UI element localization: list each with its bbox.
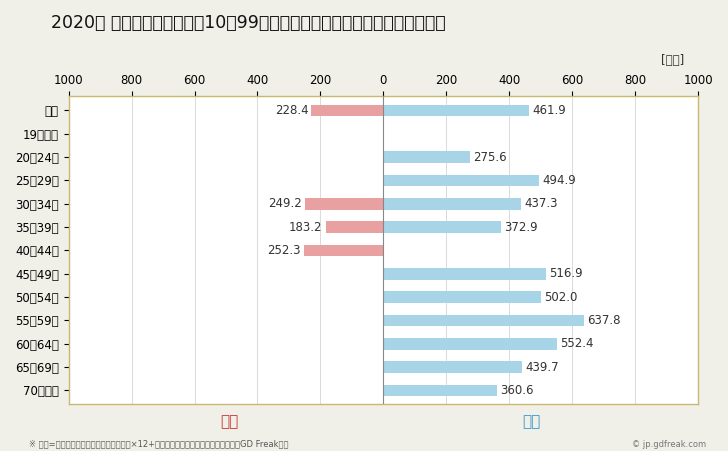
Text: 275.6: 275.6 — [473, 151, 507, 164]
Bar — [312, 105, 384, 116]
Bar — [384, 361, 522, 373]
Bar — [384, 268, 546, 280]
Bar — [384, 291, 542, 303]
Bar — [384, 315, 584, 326]
Text: 494.9: 494.9 — [542, 174, 576, 187]
Bar — [305, 198, 384, 210]
Bar — [304, 244, 384, 256]
Bar — [384, 385, 497, 396]
Text: 252.3: 252.3 — [267, 244, 301, 257]
Text: 637.8: 637.8 — [587, 314, 621, 327]
Text: 516.9: 516.9 — [549, 267, 583, 280]
Bar — [384, 105, 529, 116]
Text: 437.3: 437.3 — [524, 197, 558, 210]
Text: 372.9: 372.9 — [504, 221, 537, 234]
Text: 男性: 男性 — [522, 414, 541, 429]
Bar — [384, 175, 539, 186]
Text: 2020年 民間企業（従業者数10～99人）フルタイム労働者の男女別平均年収: 2020年 民間企業（従業者数10～99人）フルタイム労働者の男女別平均年収 — [51, 14, 446, 32]
Text: 249.2: 249.2 — [268, 197, 302, 210]
Text: 360.6: 360.6 — [500, 384, 534, 397]
Bar — [384, 221, 501, 233]
Text: 502.0: 502.0 — [545, 290, 578, 304]
Text: 552.4: 552.4 — [561, 337, 594, 350]
Text: 461.9: 461.9 — [532, 104, 566, 117]
Bar — [384, 338, 558, 350]
Bar — [384, 151, 470, 163]
Text: ※ 年収=「きまって支給する現金給与額」×12+「年間賞与その他特別給与額」としてGD Freak推計: ※ 年収=「きまって支給する現金給与額」×12+「年間賞与その他特別給与額」とし… — [29, 440, 288, 449]
Text: 228.4: 228.4 — [274, 104, 309, 117]
Text: © jp.gdfreak.com: © jp.gdfreak.com — [632, 440, 706, 449]
Text: [万円]: [万円] — [661, 54, 684, 67]
Bar — [384, 198, 521, 210]
Text: 女性: 女性 — [220, 414, 239, 429]
Text: 183.2: 183.2 — [289, 221, 323, 234]
Text: 439.7: 439.7 — [525, 361, 558, 373]
Bar — [325, 221, 384, 233]
